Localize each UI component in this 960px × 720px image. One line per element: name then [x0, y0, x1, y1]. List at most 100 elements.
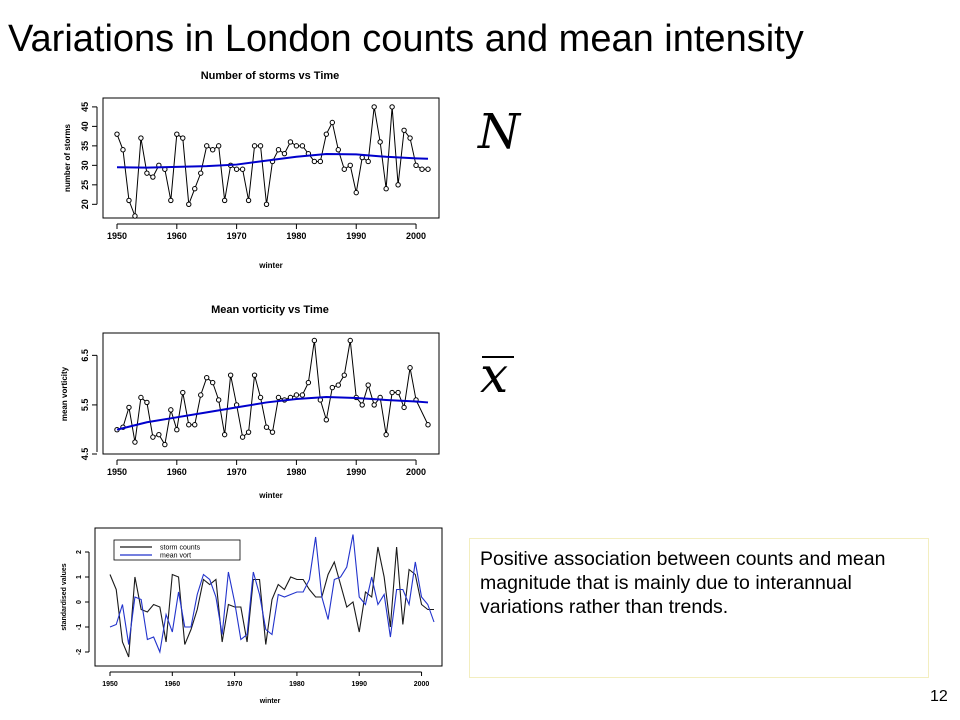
math-symbol-n: N [478, 104, 520, 160]
storms-data-point [251, 143, 258, 149]
vorticity-data-point [299, 392, 306, 398]
vorticity-x-tick-label: 1990 [346, 467, 366, 477]
storms-data-point [353, 189, 359, 196]
storms-x-tick-label: 1960 [167, 231, 187, 241]
standardised-legend: storm counts mean vort [113, 539, 241, 561]
note-text: Positive association between counts and … [480, 548, 886, 618]
vorticity-x-tick-label: 1950 [107, 467, 127, 477]
vorticity-data-point [341, 372, 347, 378]
vorticity-data-point [209, 379, 216, 386]
standardised-x-tick-label: 1990 [351, 681, 367, 688]
storms-data-point [245, 197, 252, 204]
vorticity-data-point [257, 394, 264, 401]
vorticity-data-point [186, 422, 192, 428]
vorticity-data-point [323, 417, 330, 423]
storms-data-point [263, 201, 270, 208]
storms-data-point [138, 135, 144, 141]
storms-x-tick-label: 2000 [406, 231, 426, 241]
standardised-x-tick-label: 1980 [289, 681, 305, 688]
storms-y-tick-label: 30 [80, 160, 90, 170]
standardised-xlabel: winter [259, 698, 281, 705]
vorticity-data-point [150, 434, 156, 440]
vorticity-data-point [395, 389, 401, 396]
storms-data-point [329, 119, 336, 126]
slide-title: Variations in London counts and mean int… [8, 18, 804, 60]
storms-data-point [389, 104, 395, 110]
standardised-y-tick-label: 1 [76, 575, 83, 579]
standardised-x-tick-label: 1970 [227, 681, 243, 688]
storms-data-point [395, 182, 401, 188]
vorticity-data-point [347, 337, 353, 344]
storms-x-tick-label: 1980 [286, 231, 306, 241]
note-box: Positive association between counts and … [469, 538, 929, 678]
storms-data-point [371, 104, 377, 110]
vorticity-data-point [305, 379, 312, 386]
vorticity-data-point [401, 404, 407, 411]
xbar-letter: x [480, 346, 509, 404]
storms-data-point [221, 197, 228, 204]
vorticity-data-point [180, 389, 186, 396]
storms-y-tick-label: 40 [80, 121, 90, 131]
storms-chart: Number of storms vs Time 1950 1960 1970 198… [63, 70, 440, 270]
vorticity-x-tick-label: 1970 [227, 467, 247, 477]
xbar-overline [482, 356, 514, 358]
storms-y-tick-label: 35 [80, 141, 90, 151]
standardised-x-tick-label: 1960 [165, 681, 181, 688]
vorticity-data-point [192, 422, 198, 428]
standardised-y-tick-label: 2 [76, 550, 83, 554]
standardised-chart: 1950 1960 1970 1980 1990 2000 -2 -1 0 1 2 winter s… [61, 527, 443, 705]
vorticity-ylabel: mean vorticity [60, 366, 69, 421]
storms-data-point [144, 170, 150, 176]
vorticity-y-tick-label: 4.5 [80, 448, 90, 461]
vorticity-x-tick-label: 1960 [167, 467, 187, 477]
vorticity-data-point [144, 399, 150, 406]
storms-data-point [275, 147, 282, 153]
storms-smooth-line [116, 153, 429, 169]
vorticity-data-point [204, 374, 210, 381]
vorticity-data-point [329, 384, 336, 391]
vorticity-data-point [275, 394, 282, 401]
vorticity-data-point [269, 429, 276, 435]
storms-data-point [198, 170, 204, 176]
vorticity-y-tick-label: 6.5 [80, 349, 90, 362]
storms-y-tick-label: 20 [80, 199, 90, 209]
vorticity-data-point [245, 429, 252, 435]
vorticity-data-point [371, 402, 377, 408]
storms-data-point [150, 174, 156, 180]
vorticity-data-point [227, 372, 234, 378]
storms-y-tick-label: 25 [80, 180, 90, 190]
vorticity-data-point [251, 372, 258, 378]
standardised-y-tick-label: -1 [76, 624, 83, 630]
storms-data-point [335, 147, 341, 153]
storms-data-point [192, 186, 198, 192]
storms-y-tick-label: 45 [80, 102, 90, 112]
storms-data-point [114, 131, 120, 137]
standardised-x-tick-label: 1950 [102, 681, 118, 688]
storms-data-point [215, 143, 222, 149]
storms-data-point [407, 135, 413, 141]
storms-data-point [180, 135, 186, 141]
vorticity-data-point [138, 394, 144, 401]
storms-ylabel: number of storms [63, 123, 72, 192]
storms-data-point [311, 158, 318, 165]
storms-data-point [347, 162, 353, 169]
vorticity-chart-title: Mean vorticity vs Time [211, 304, 329, 316]
storms-data-point [365, 158, 371, 165]
storms-data-point [377, 139, 383, 145]
storms-data-point [293, 143, 300, 149]
storms-data-point [168, 197, 174, 204]
vorticity-data-point [383, 431, 389, 438]
storms-data-point [383, 186, 389, 192]
standardised-x-tick-label: 2000 [414, 681, 430, 688]
vorticity-data-point [239, 434, 246, 440]
vorticity-data-point [162, 441, 168, 448]
storms-chart-title: Number of storms vs Time [201, 70, 340, 82]
storms-data-point [287, 139, 294, 145]
vorticity-data-point [168, 407, 174, 413]
vorticity-x-tick-label: 2000 [406, 467, 426, 477]
math-symbol-xbar: x [478, 346, 518, 404]
storms-xlabel: winter [258, 261, 283, 270]
vorticity-data-point [365, 382, 371, 388]
legend-label-mean-vort: mean vort [160, 553, 191, 560]
storms-data-point [341, 166, 347, 172]
